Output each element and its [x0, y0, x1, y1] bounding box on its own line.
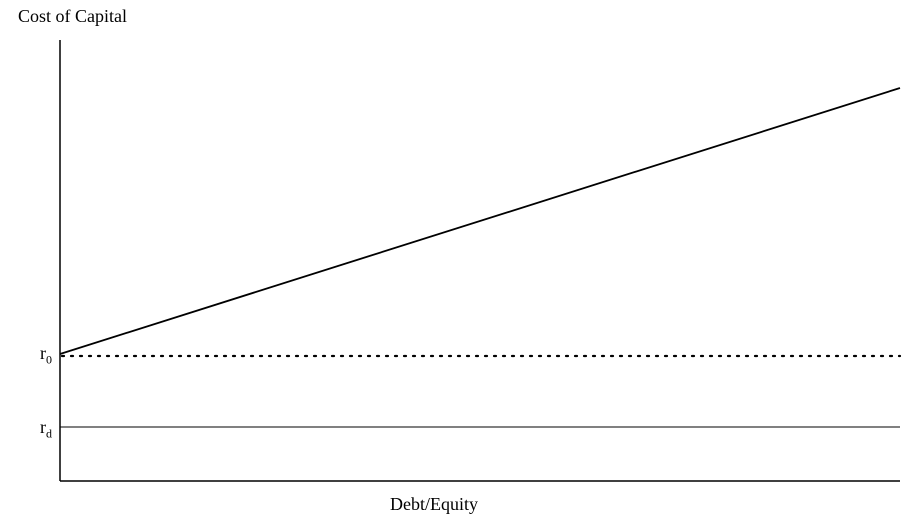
- cost-of-capital-chart: Cost of Capital r0 rd Debt/Equity: [0, 0, 924, 521]
- x-axis-title: Debt/Equity: [390, 494, 478, 515]
- chart-svg: [0, 0, 924, 521]
- rising-line-re: [60, 88, 900, 354]
